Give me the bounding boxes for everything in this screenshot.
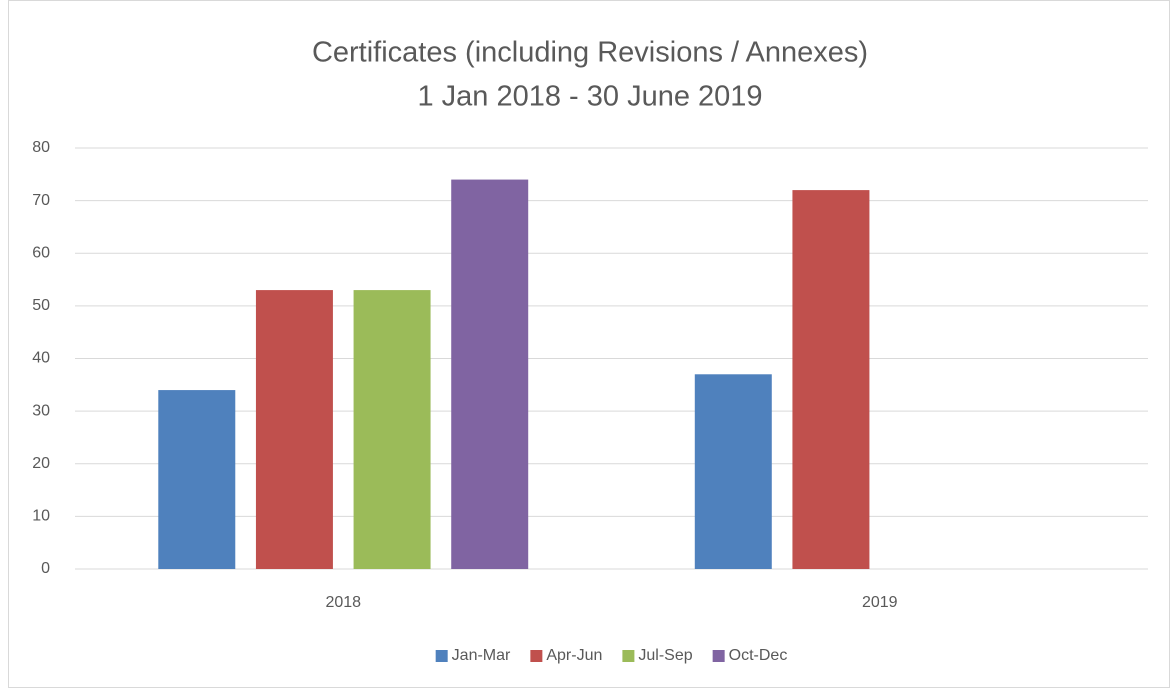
legend-label: Oct-Dec bbox=[729, 647, 788, 664]
bar bbox=[694, 374, 772, 569]
bar bbox=[451, 179, 529, 569]
chart-border bbox=[8, 0, 1170, 688]
y-tick-label: 20 bbox=[32, 455, 50, 472]
y-tick-label: 60 bbox=[32, 244, 50, 261]
legend-swatch bbox=[712, 650, 725, 662]
bar bbox=[255, 290, 333, 569]
legend-swatch bbox=[530, 650, 543, 662]
legend-label: Jan-Mar bbox=[452, 647, 511, 664]
legend-swatch bbox=[435, 650, 448, 662]
bar bbox=[158, 390, 236, 569]
chart-title: Certificates (including Revisions / Anne… bbox=[312, 37, 868, 69]
y-tick-label: 70 bbox=[32, 192, 50, 209]
y-tick-label: 40 bbox=[32, 350, 50, 367]
y-tick-label: 80 bbox=[32, 139, 50, 156]
legend-label: Jul-Sep bbox=[638, 647, 692, 664]
x-tick-label: 2019 bbox=[862, 594, 898, 611]
y-tick-label: 10 bbox=[32, 508, 50, 525]
bar bbox=[353, 290, 431, 569]
x-tick-label: 2018 bbox=[325, 594, 361, 611]
bar bbox=[792, 190, 870, 569]
y-tick-label: 50 bbox=[32, 297, 50, 314]
legend-swatch bbox=[622, 650, 635, 662]
legend-label: Apr-Jun bbox=[546, 647, 602, 664]
y-tick-label: 0 bbox=[41, 560, 50, 577]
chart-subtitle: 1 Jan 2018 - 30 June 2019 bbox=[417, 81, 762, 113]
y-tick-label: 30 bbox=[32, 402, 50, 419]
